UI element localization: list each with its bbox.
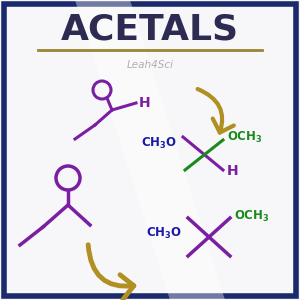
Text: ACETALS: ACETALS: [61, 13, 239, 47]
FancyBboxPatch shape: [4, 4, 296, 296]
Text: $\mathregular{OCH_3}$: $\mathregular{OCH_3}$: [227, 129, 262, 145]
Text: $\mathregular{CH_3O}$: $\mathregular{CH_3O}$: [141, 135, 177, 151]
Text: $\mathregular{OCH_3}$: $\mathregular{OCH_3}$: [234, 208, 270, 224]
Text: H: H: [227, 164, 238, 178]
Text: Leah4Sci: Leah4Sci: [127, 60, 173, 70]
FancyArrowPatch shape: [198, 89, 234, 133]
Polygon shape: [75, 0, 225, 300]
FancyArrowPatch shape: [88, 245, 134, 300]
Text: H: H: [139, 96, 151, 110]
Text: $\mathregular{CH_3O}$: $\mathregular{CH_3O}$: [146, 226, 182, 241]
